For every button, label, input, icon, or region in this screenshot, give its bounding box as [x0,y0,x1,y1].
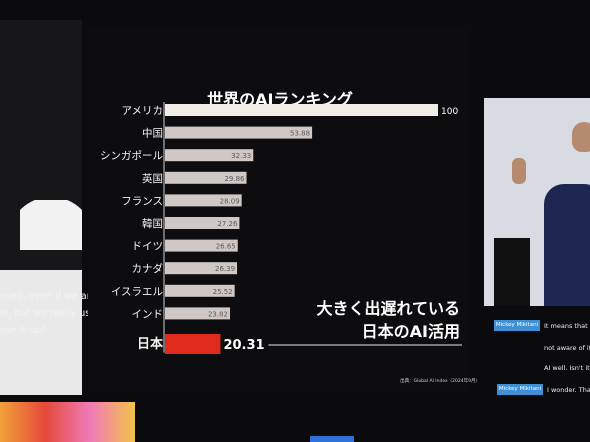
value-label: 27.26 [217,220,238,228]
category-label: フランス [121,195,163,207]
left-caption-line: el, but we really use [0,308,97,319]
category-label: アメリカ [122,105,163,117]
speaker-head [572,122,590,152]
value-label: 32.33 [231,152,251,160]
category-label: イスラエル [111,286,163,298]
subtitle-speaker-badge: Mickey Mikitani [494,320,540,331]
subtitle-line: not aware of it, and [544,344,590,352]
left-caption-line: used, even if we are [0,291,97,302]
left-caption-line: use it up? [0,325,47,336]
value-label: 53.88 [290,130,310,138]
category-label: インド [132,308,164,320]
bar [165,104,438,116]
value-label: 26.65 [216,243,236,251]
left-caption: used, even if we are el, but we really u… [0,288,97,339]
backdrop-letter [494,238,530,306]
category-label: カナダ [132,262,164,275]
chart-annotation: 大きく出遅れている 日本のAI活用 [290,297,460,343]
bar [165,194,242,207]
bar [165,334,221,354]
category-label: シンガポール [100,150,163,162]
subtitle-speaker-badge: Mickey Mikitani [497,384,543,395]
value-label: 25.52 [213,288,233,296]
speaker-hand [512,158,526,184]
bottom-blue-shape [310,436,354,442]
value-label: 100 [441,107,458,117]
left-letter-graphic [20,200,82,270]
bar [165,149,254,162]
value-label: 26.39 [215,265,235,273]
bar [165,307,231,320]
value-label: 23.82 [208,310,228,318]
bar [165,126,313,139]
value-label: 28.09 [220,197,240,205]
value-label: 29.86 [224,175,245,183]
subtitle-line: It means that there [544,322,590,330]
speaker-video [484,98,590,306]
category-label: 英国 [142,172,163,185]
category-label: 日本 [137,336,163,352]
subtitle-line: I wonder. That's w [547,386,590,394]
bar [165,262,238,275]
category-label: ドイツ [132,241,164,253]
bar [165,284,235,297]
bar [165,171,247,184]
chart-source: 出典：Global AI Index（2024年9月） [400,379,480,384]
category-label: 中国 [142,127,163,140]
bottom-artwork [0,402,135,442]
left-screen-panel [0,20,82,395]
annotation-line: 日本のAI活用 [361,322,460,341]
speaker-body [544,184,590,306]
main-slide [88,30,468,392]
annotation-line: 大きく出遅れている [316,299,460,318]
bar [165,217,240,229]
category-label: 韓国 [142,218,163,230]
bar [165,239,238,252]
value-label: 20.31 [223,338,264,353]
subtitle-line: AI well. Isn't it a big [544,364,590,372]
